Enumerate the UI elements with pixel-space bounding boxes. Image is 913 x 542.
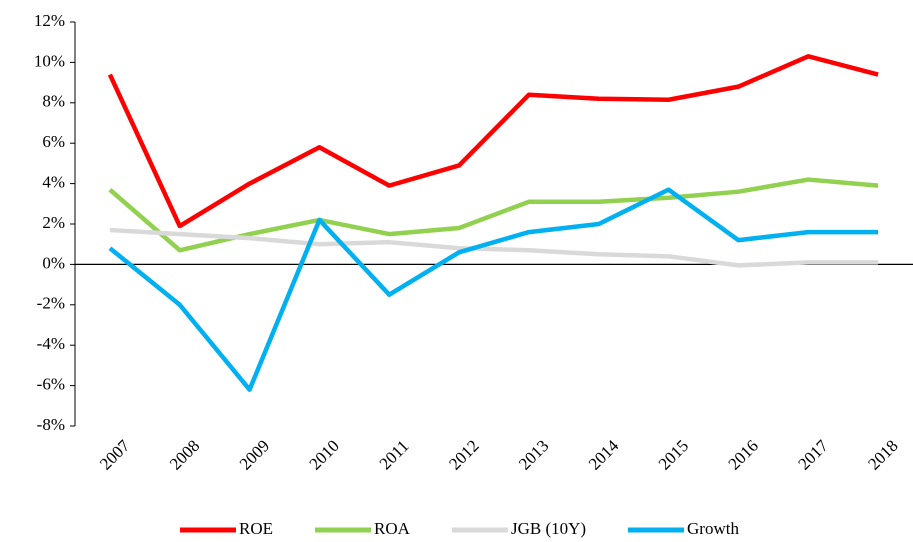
y-tick-label: 2% (42, 213, 65, 232)
series-line (109, 227, 879, 268)
x-tick-label: 2018 (864, 436, 901, 473)
y-tick-label: -8% (37, 415, 65, 434)
series-line (107, 54, 879, 229)
x-tick-label: 2015 (655, 436, 692, 473)
legend-label: ROA (374, 519, 411, 538)
x-tick-label: 2007 (96, 436, 134, 474)
y-tick-label: -6% (37, 375, 65, 394)
legend-label: Growth (687, 519, 739, 538)
x-tick-label: 2017 (794, 436, 832, 474)
x-tick-label: 2011 (376, 436, 413, 473)
x-tick-label: 2008 (166, 436, 203, 473)
x-tick-label: 2014 (585, 436, 623, 474)
y-tick-label: 10% (34, 51, 65, 70)
y-tick-label: 4% (42, 173, 65, 192)
x-tick-label: 2012 (445, 436, 482, 473)
y-tick-label: 6% (42, 132, 65, 151)
y-tick-label: 8% (42, 92, 65, 111)
legend-label: ROE (239, 519, 273, 538)
series-line (108, 187, 879, 392)
series-line (108, 177, 879, 253)
y-tick-label: -4% (37, 334, 65, 353)
x-tick-label: 2013 (515, 436, 552, 473)
legend-label: JGB (10Y) (511, 519, 586, 538)
y-tick-label: -2% (37, 294, 65, 313)
x-tick-label: 2009 (236, 436, 273, 473)
x-tick-label: 2010 (306, 436, 343, 473)
y-tick-label: 12% (34, 11, 65, 30)
y-tick-label: 0% (42, 253, 65, 272)
x-tick-label: 2016 (725, 436, 762, 473)
